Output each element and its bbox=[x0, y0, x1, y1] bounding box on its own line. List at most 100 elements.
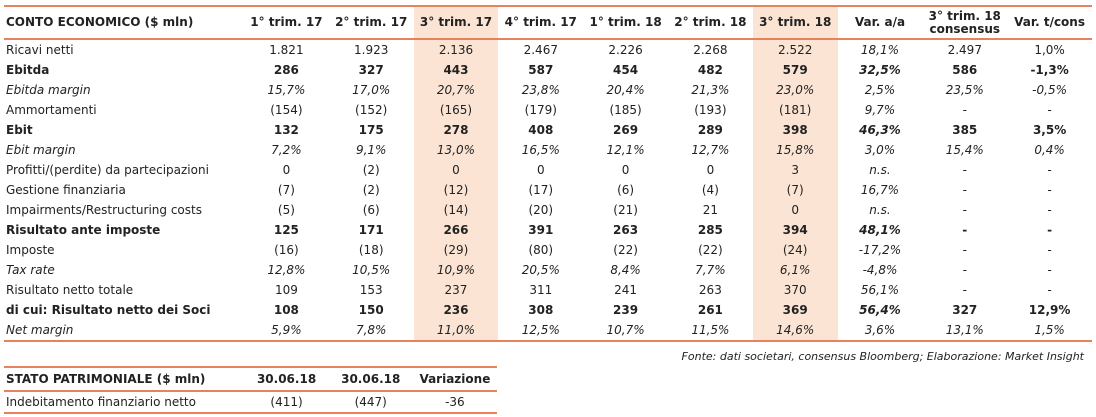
header-cell: 1° trim. 17 bbox=[244, 5, 329, 40]
row-label: Indebitamento finanziario netto bbox=[4, 391, 245, 414]
value-cell: 391 bbox=[528, 223, 554, 237]
row-label: Risultato ante imposte bbox=[6, 223, 161, 237]
value-cell: 11,0% bbox=[413, 320, 499, 342]
value-cell: 8,4% bbox=[610, 263, 641, 277]
value-cell: 20,5% bbox=[521, 263, 560, 277]
value-cell: 3,0% bbox=[864, 143, 896, 157]
value-cell: (18) bbox=[358, 243, 384, 257]
table-row: Impairments/Restructuring costs (5) (6) (14… bbox=[4, 200, 1092, 220]
row-label: Ebit margin bbox=[6, 143, 76, 157]
value-cell: (29) bbox=[413, 240, 499, 260]
table-row: Tax rate 12,8% 10,5% 10,9% 20,5% 8,4% 7,7% 6,1%… bbox=[4, 260, 1092, 280]
value-cell: 3,5% bbox=[1032, 123, 1067, 137]
income-table: CONTO ECONOMICO ($ mln) 1° trim. 17 2° tri… bbox=[4, 5, 1092, 342]
value-cell: (447) bbox=[328, 391, 413, 414]
row-label: Imposte bbox=[6, 243, 55, 257]
value-cell: (193) bbox=[694, 103, 727, 117]
header-cell: 2° trim. 18 bbox=[667, 5, 753, 40]
value-cell: 15,7% bbox=[267, 83, 306, 97]
value-cell: 15,4% bbox=[945, 143, 984, 157]
value-cell: 0 bbox=[621, 163, 630, 177]
value-cell: 56,1% bbox=[860, 283, 900, 297]
row-label: Profitti/(perdite) da partecipazioni bbox=[6, 163, 209, 177]
value-cell: (6) bbox=[617, 183, 635, 197]
value-cell: 266 bbox=[413, 220, 499, 240]
value-cell: - bbox=[1047, 243, 1052, 257]
value-cell: - bbox=[1047, 183, 1052, 197]
header-cell: STATO PATRIMONIALE ($ mln) bbox=[4, 366, 245, 392]
row-label: Gestione finanziaria bbox=[6, 183, 126, 197]
value-cell: 1.923 bbox=[354, 43, 389, 57]
value-cell: n.s. bbox=[869, 203, 891, 217]
value-cell: 18,1% bbox=[860, 43, 900, 57]
value-cell: 9,7% bbox=[864, 103, 896, 117]
value-cell: 20,7% bbox=[413, 80, 499, 100]
value-cell: 12,1% bbox=[606, 143, 645, 157]
value-cell: (80) bbox=[528, 243, 554, 257]
value-cell: (165) bbox=[413, 100, 499, 120]
value-cell: 2.226 bbox=[608, 43, 643, 57]
value-cell: 385 bbox=[952, 123, 978, 137]
value-cell: (152) bbox=[355, 103, 388, 117]
value-cell: 12,9% bbox=[1028, 303, 1071, 317]
value-cell: (154) bbox=[270, 103, 303, 117]
value-cell: -17,2% bbox=[858, 243, 902, 257]
value-cell: - bbox=[962, 243, 967, 257]
value-cell: 23,8% bbox=[521, 83, 560, 97]
value-cell: 408 bbox=[528, 123, 554, 137]
value-cell: 308 bbox=[528, 303, 554, 317]
value-cell: (16) bbox=[274, 243, 299, 257]
value-cell: 278 bbox=[413, 120, 499, 140]
value-cell: 327 bbox=[358, 63, 384, 77]
value-cell: 236 bbox=[413, 300, 499, 320]
value-cell: 14,6% bbox=[752, 320, 838, 342]
table-row: Imposte (16) (18) (29) (80) (22) (22) (24) -17,2… bbox=[4, 240, 1092, 260]
value-cell: 5,9% bbox=[244, 320, 329, 342]
value-cell: 23,5% bbox=[945, 83, 984, 97]
header-cell: 3° trim. 18 bbox=[752, 5, 838, 40]
value-cell: 1.821 bbox=[269, 43, 304, 57]
value-cell: 171 bbox=[358, 223, 384, 237]
value-cell: 394 bbox=[752, 220, 838, 240]
value-cell: (181) bbox=[752, 100, 838, 120]
value-cell: 263 bbox=[698, 283, 722, 297]
value-cell: 32,5% bbox=[859, 63, 901, 77]
value-cell: 150 bbox=[358, 303, 384, 317]
value-cell: 454 bbox=[613, 63, 639, 77]
value-cell: 12,5% bbox=[498, 320, 584, 342]
table-row: Ricavi netti 1.821 1.923 2.136 2.467 2.226 2.2… bbox=[4, 39, 1092, 60]
value-cell: 286 bbox=[273, 63, 299, 77]
table-row: Gestione finanziaria (7) (2) (12) (17) (6) (4)… bbox=[4, 180, 1092, 200]
value-cell: 285 bbox=[697, 223, 723, 237]
value-cell: 16,5% bbox=[521, 143, 560, 157]
value-cell: 175 bbox=[358, 123, 384, 137]
value-cell: (21) bbox=[613, 203, 638, 217]
value-cell: - bbox=[962, 203, 967, 217]
value-cell: 482 bbox=[697, 63, 723, 77]
value-cell: (411) bbox=[244, 391, 329, 414]
value-cell: 2.522 bbox=[752, 39, 838, 60]
value-cell: (24) bbox=[752, 240, 838, 260]
value-cell: -4,8% bbox=[862, 263, 898, 277]
value-cell: 3 bbox=[752, 160, 838, 180]
value-cell: 20,4% bbox=[606, 83, 645, 97]
value-cell: (5) bbox=[277, 203, 295, 217]
value-cell: (6) bbox=[362, 203, 380, 217]
value-cell: 7,2% bbox=[271, 143, 302, 157]
header-cell: CONTO ECONOMICO ($ mln) bbox=[4, 5, 244, 40]
value-cell: 7,8% bbox=[328, 320, 414, 342]
value-cell: 2.497 bbox=[947, 43, 982, 57]
row-label: Risultato netto totale bbox=[6, 283, 134, 297]
value-cell: 10,7% bbox=[583, 320, 668, 342]
value-cell: 6,1% bbox=[752, 260, 838, 280]
table-row: Ammortamenti (154) (152) (165) (179) (185) (19… bbox=[4, 100, 1092, 120]
table-row: Profitti/(perdite) da partecipazioni 0 (2)… bbox=[4, 160, 1092, 180]
value-cell: 0 bbox=[413, 160, 499, 180]
row-label: Tax rate bbox=[6, 263, 55, 277]
value-cell: 289 bbox=[697, 123, 723, 137]
value-cell: (14) bbox=[413, 200, 499, 220]
table-row: Ebit margin 7,2% 9,1% 13,0% 16,5% 12,1% 12,7% 1… bbox=[4, 140, 1092, 160]
value-cell: 16,7% bbox=[860, 183, 900, 197]
table-row: Ebitda margin 15,7% 17,0% 20,7% 23,8% 20,4% 21… bbox=[4, 80, 1092, 100]
